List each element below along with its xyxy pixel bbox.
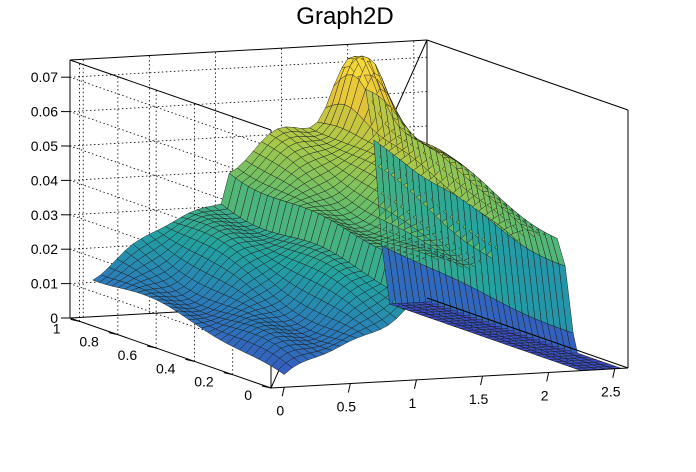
- y-tick: [108, 332, 118, 336]
- y-tick-label: 0.6: [118, 347, 138, 363]
- x-tick: [612, 368, 616, 378]
- y-tick-label: 0: [244, 387, 252, 403]
- x-tick: [480, 376, 484, 386]
- x-tick-label: 1: [409, 395, 417, 411]
- y-tick: [70, 318, 80, 322]
- y-tick: [185, 358, 195, 362]
- x-tick: [546, 372, 550, 382]
- x-tick: [281, 387, 285, 397]
- y-tick-label: 0.2: [194, 374, 214, 390]
- z-tick-label: 0.07: [31, 69, 58, 85]
- grid-line-left-wall: [69, 248, 272, 320]
- z-tick-label: 0.06: [31, 104, 58, 120]
- z-axis: 0 0.01 0.02 0.03 0.04 0.05 0.06 0.07: [31, 69, 70, 326]
- top-left-edge: [69, 59, 272, 131]
- top-right-edge: [426, 39, 629, 111]
- x-tick-label: 2.5: [601, 384, 621, 400]
- grid-line-left-wall: [69, 111, 272, 182]
- chart-title: Graph2D: [296, 3, 393, 30]
- front-frame: [270, 39, 629, 389]
- x-tick-label: 0: [276, 402, 284, 418]
- x-tick: [413, 379, 417, 389]
- z-tick-label: 0.04: [31, 172, 58, 188]
- y-tick: [147, 345, 157, 349]
- y-axis: 0 0.2 0.4 0.6 0.8 1: [53, 318, 272, 403]
- grid-line-left-wall: [69, 76, 272, 148]
- x-tick: [347, 383, 351, 393]
- top-back-edge: [69, 39, 428, 61]
- y-tick: [261, 385, 272, 389]
- floor-left-edge: [69, 317, 272, 389]
- y-tick: [223, 372, 233, 376]
- x-tick-label: 2: [541, 387, 549, 403]
- grid-line-left-wall: [69, 145, 272, 217]
- z-tick-label: 0.02: [31, 241, 58, 257]
- x-axis-line: [270, 367, 629, 389]
- z-tick-label: 0.05: [31, 138, 58, 154]
- z-tick-label: 0.01: [31, 276, 58, 292]
- z-tick-label: 0.03: [31, 207, 58, 223]
- x-tick-label: 1.5: [469, 391, 489, 407]
- y-tick-label: 0.4: [156, 360, 176, 376]
- grid-line-left-wall: [69, 283, 272, 354]
- axes: 0 0.5 1 1.5 2 2.500.20.40.60.8100.010.020.030…: [31, 69, 621, 418]
- x-tick-label: 0.5: [337, 399, 357, 415]
- z-tick-label: 0: [50, 310, 58, 326]
- y-tick-label: 1: [53, 320, 61, 336]
- floor-right-edge: [426, 297, 629, 369]
- grid-line-left-wall: [69, 214, 272, 286]
- surface-mesh: [92, 55, 622, 375]
- grid-line-left-wall: [69, 180, 272, 251]
- x-axis: 0 0.5 1 1.5 2 2.5: [276, 368, 621, 418]
- y-tick-label: 0.8: [79, 334, 99, 350]
